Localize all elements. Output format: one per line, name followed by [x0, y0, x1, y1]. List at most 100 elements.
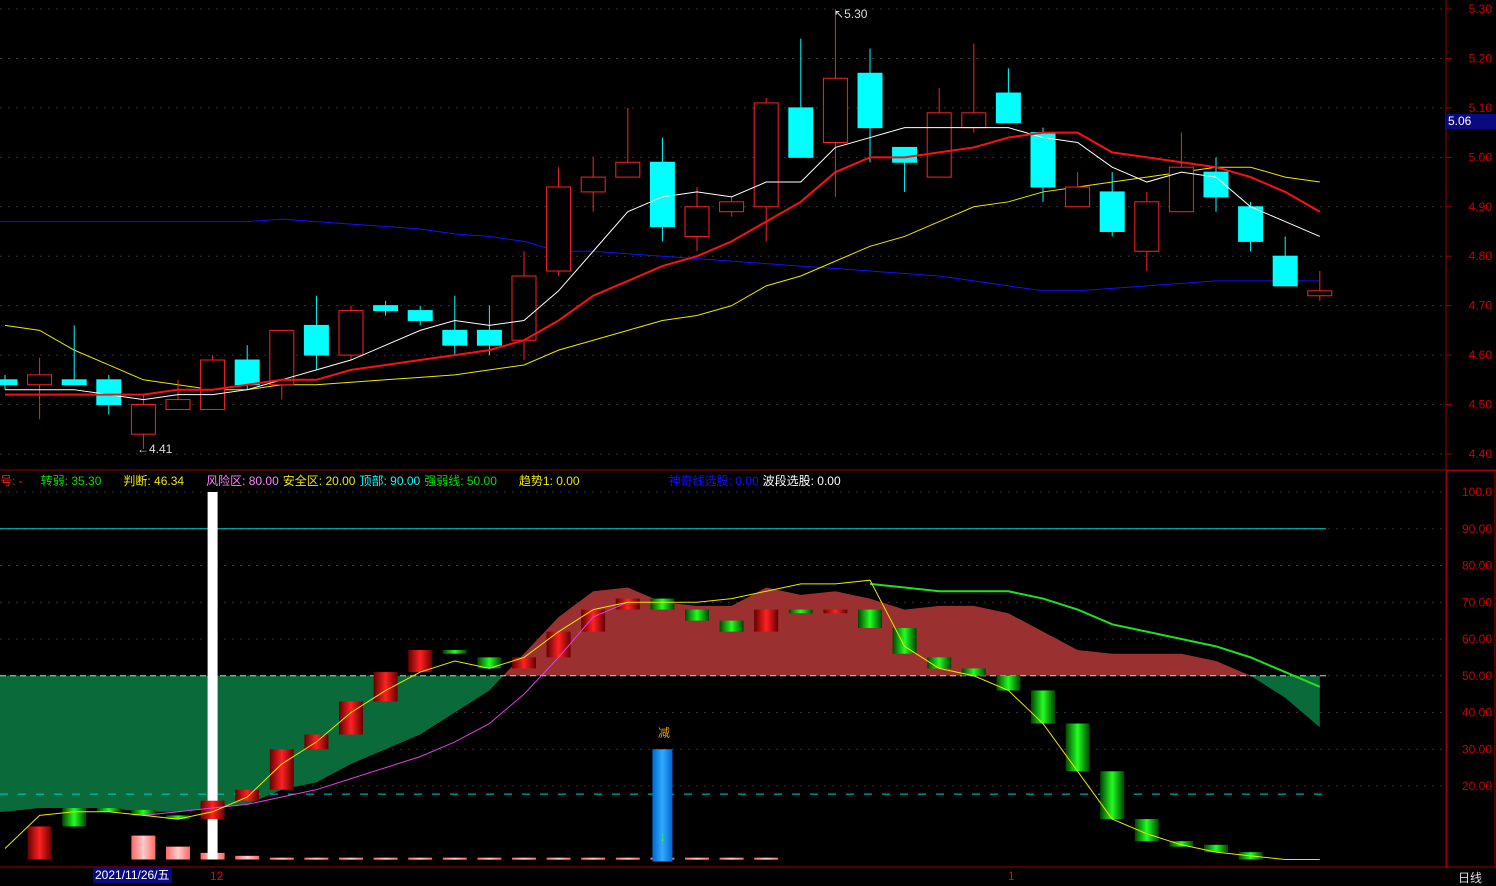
candle-body [269, 329, 295, 386]
indicator-tick-label: 100.0 [1462, 485, 1492, 499]
indicator-block [788, 609, 813, 614]
indicator-block [1100, 771, 1125, 820]
date-cursor-label: 2021/11/26/五 [93, 868, 172, 883]
indicator-block [961, 668, 986, 676]
candle-body [580, 176, 606, 193]
pink-bar [408, 857, 433, 860]
month-label-1: 1 [1008, 869, 1015, 883]
indicator-tick-label: 40.00 [1462, 706, 1492, 720]
candlestick [0, 374, 18, 390]
candlestick [892, 146, 918, 192]
indicator-legend: 号: - 转弱: 35.30 判断: 46.34 风险区: 80.00 安全区: 20.… [0, 472, 845, 488]
indicator-block [27, 826, 52, 860]
price-tick-label: 5.10 [1469, 101, 1493, 115]
indicator-block [408, 650, 433, 673]
candlestick [1238, 201, 1264, 252]
candle-body [961, 112, 987, 129]
indicator-block [1204, 844, 1228, 853]
weak-area [1250, 675, 1320, 728]
legend-item: 顶部: 90.00 [359, 474, 421, 488]
weak-area [0, 675, 504, 812]
indicator-block [858, 609, 882, 628]
strength-line [869, 582, 1321, 688]
candle-body [165, 399, 191, 410]
candlestick [476, 305, 502, 356]
ma-red-line [5, 131, 1321, 396]
candle-body [684, 206, 710, 237]
candlestick [130, 394, 156, 450]
legend-item: 波段选股: 0.00 [762, 474, 841, 488]
high-price-label: ↖5.30 [834, 7, 868, 21]
candlestick [338, 305, 364, 361]
pink-bar [235, 855, 260, 860]
pink-bar [166, 846, 190, 860]
price-tick-label: 5.30 [1469, 2, 1493, 16]
candle-body [0, 379, 18, 386]
candlestick [1065, 172, 1091, 208]
indicator-tick-label: 70.00 [1462, 595, 1492, 609]
candle-body [373, 305, 399, 312]
candle-body [338, 310, 364, 356]
indicator-block [1065, 723, 1090, 772]
indicator-block [512, 657, 536, 669]
indicator-block [927, 657, 952, 669]
candle-body [1065, 186, 1091, 208]
candlestick [961, 43, 987, 133]
low-price-label: ←4.41 [137, 442, 173, 456]
indicator-block [650, 598, 675, 610]
price-tick-label: 4.80 [1469, 249, 1493, 263]
indicator-block [442, 650, 467, 654]
legend-item: 强弱线: 50.00 [424, 474, 497, 488]
pink-bar [339, 857, 363, 860]
candlestick [511, 251, 537, 361]
pink-bar [581, 857, 606, 860]
indicator-block [615, 598, 640, 610]
current-price-label: 5.06 [1446, 114, 1496, 129]
indicator-block [996, 675, 1021, 691]
legend-item: 趋势1: 0.00 [518, 474, 580, 488]
candlestick [684, 186, 710, 252]
candle-body [753, 102, 779, 208]
indicator-block [166, 815, 190, 820]
candle-body [1307, 290, 1333, 297]
candle-body [995, 92, 1021, 124]
candle-body [27, 374, 53, 386]
indicator-block [200, 800, 225, 820]
price-tick-label: 4.70 [1469, 299, 1493, 313]
pink-bar [304, 857, 329, 860]
pink-bar [754, 857, 779, 860]
candle-body [719, 201, 745, 213]
candlestick [373, 300, 399, 316]
legend-item: 号: - [0, 474, 23, 488]
candle-body [1134, 201, 1160, 252]
candlestick [857, 48, 883, 163]
candle-body [407, 310, 433, 321]
candle-body [1272, 255, 1298, 287]
candle-body [442, 329, 468, 346]
candlestick [303, 295, 329, 370]
pink-bar [477, 857, 502, 860]
candlestick [200, 355, 226, 410]
candlestick [719, 196, 745, 217]
pink-bar [131, 835, 156, 860]
candlestick [269, 329, 295, 400]
indicator-block [823, 609, 848, 614]
indicator-tick-label: 90.00 [1462, 522, 1492, 536]
candlestick [27, 357, 53, 420]
candle-body [130, 404, 156, 435]
indicator-block [719, 620, 744, 632]
candlestick [649, 137, 675, 242]
candlestick [995, 68, 1021, 124]
candlestick [546, 167, 572, 276]
indicator-block [96, 808, 121, 812]
candlestick [788, 38, 814, 158]
strong-area [503, 587, 1251, 676]
price-tick-label: 5.20 [1469, 51, 1493, 65]
candle-body [649, 161, 675, 228]
month-label-12: 12 [210, 869, 224, 883]
candlestick [442, 295, 468, 356]
candle-body [1099, 191, 1125, 232]
ma-blue-line [0, 218, 1320, 292]
period-label[interactable]: 日线 [1458, 871, 1483, 885]
